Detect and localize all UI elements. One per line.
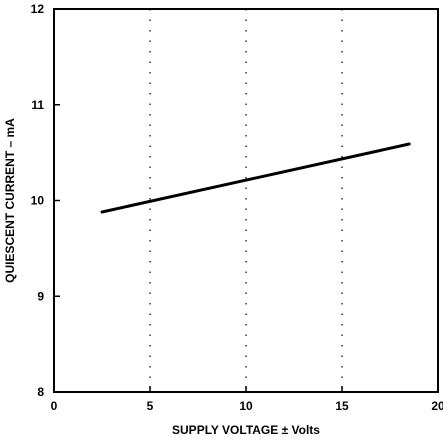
series-line-0 [100,142,411,214]
y-tick-label-10: 10 [31,194,45,208]
series-layer [100,142,411,214]
grid-layer [149,9,343,392]
x-axis-label: SUPPLY VOLTAGE ± Volts [172,423,320,437]
x-tick-label-5: 5 [147,399,154,413]
y-axis-label: QUIESCENT CURRENT – mA [3,118,17,283]
y-tick-label-11: 11 [31,98,44,112]
x-tick-label-20: 20 [431,399,443,413]
x-tick-label-10: 10 [239,399,253,413]
x-tick-label-15: 15 [335,399,349,413]
x-tick-label-0: 0 [51,399,58,413]
y-tick-label-12: 12 [31,2,45,16]
y-tick-label-9: 9 [37,289,44,303]
y-tick-label-8: 8 [37,385,44,399]
ticks-layer: 0 5 10 15 20 8 9 10 11 12 [31,2,443,413]
